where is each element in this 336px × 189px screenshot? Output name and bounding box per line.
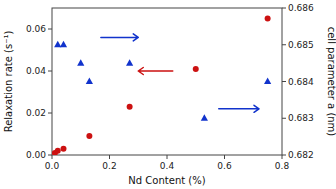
y-tick-label: 0.04 [26, 66, 46, 76]
y-tick [48, 113, 52, 114]
arrow [101, 34, 138, 41]
point [55, 148, 61, 154]
point [77, 59, 84, 66]
y-tick-label: 0.00 [26, 150, 46, 160]
y-tick [48, 155, 52, 156]
x-tick-label: 0.2 [102, 161, 116, 171]
y-tick [48, 29, 52, 30]
point [86, 133, 92, 139]
y2-tick [282, 44, 286, 45]
x-tick [167, 155, 168, 159]
point [265, 16, 271, 22]
point [61, 146, 67, 152]
point [264, 78, 271, 85]
x-tick [282, 155, 283, 159]
point [126, 59, 133, 66]
point [127, 104, 133, 110]
y2-tick [282, 118, 286, 119]
y-axis-label: Relaxation rate (s⁻¹) [3, 31, 14, 133]
arrow [219, 105, 259, 112]
x-tick [52, 155, 53, 159]
y2-tick-label: 0.684 [288, 77, 314, 87]
y-tick [48, 71, 52, 72]
x-tick [109, 155, 110, 159]
y2-tick [282, 155, 286, 156]
plot-area [52, 16, 271, 156]
x-tick-label: 0.0 [45, 161, 60, 171]
y2-tick-label: 0.686 [288, 3, 314, 13]
y2-tick [282, 81, 286, 82]
y-tick-label: 0.02 [26, 108, 46, 118]
y2-axis-label: cell parameter a (nm) [326, 27, 336, 137]
y-tick-label: 0.06 [26, 24, 46, 34]
plot-frame [52, 8, 282, 155]
point [86, 78, 93, 85]
y2-tick [282, 8, 286, 9]
x-tick-label: 0.4 [160, 161, 175, 171]
x-tick-label: 0.8 [275, 161, 290, 171]
chart: 0.0 0.2 0.4 0.6 0.8 0.00 0.02 0.04 0.06 0.682 0.68… [0, 0, 336, 189]
x-axis-label: Nd Content (%) [128, 175, 205, 186]
y2-tick-label: 0.682 [288, 150, 314, 160]
y2-tick-label: 0.683 [288, 113, 314, 123]
point [193, 66, 199, 72]
x-tick [224, 155, 225, 159]
point [54, 41, 61, 48]
point [201, 114, 208, 121]
y2-tick-label: 0.685 [288, 40, 314, 50]
arrow [138, 68, 173, 75]
point [60, 41, 67, 48]
x-tick-label: 0.6 [217, 161, 232, 171]
